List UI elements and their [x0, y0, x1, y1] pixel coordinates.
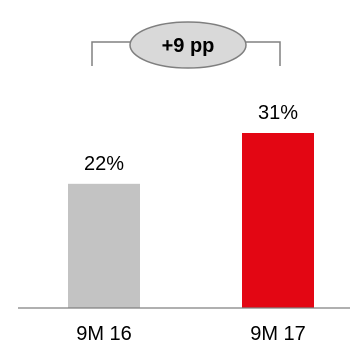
- value-label: 31%: [258, 102, 298, 124]
- bar-9m-16: [68, 184, 140, 308]
- bracket-left-line: [92, 42, 131, 66]
- category-label: 9M 17: [250, 323, 306, 345]
- category-label: 9M 16: [76, 323, 132, 345]
- bar-9m-17: [242, 133, 314, 308]
- bracket-right-line: [246, 42, 280, 66]
- value-label: 22%: [84, 153, 124, 175]
- delta-bracket: +9 pp: [92, 22, 280, 68]
- delta-label: +9 pp: [162, 35, 215, 57]
